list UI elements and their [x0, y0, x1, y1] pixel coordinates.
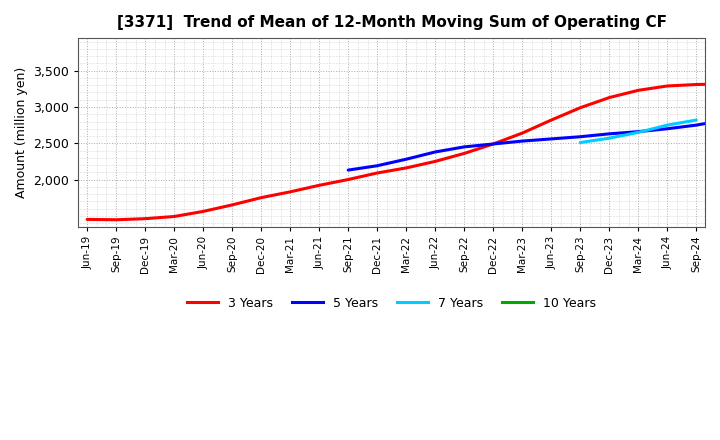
Title: [3371]  Trend of Mean of 12-Month Moving Sum of Operating CF: [3371] Trend of Mean of 12-Month Moving …	[117, 15, 667, 30]
Y-axis label: Amount (million yen): Amount (million yen)	[15, 67, 28, 198]
Legend: 3 Years, 5 Years, 7 Years, 10 Years: 3 Years, 5 Years, 7 Years, 10 Years	[182, 292, 601, 315]
